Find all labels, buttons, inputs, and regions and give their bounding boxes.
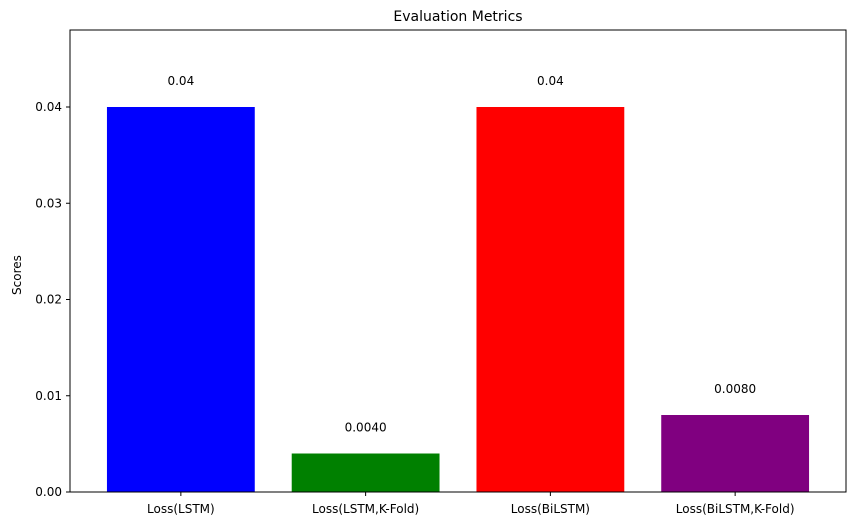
y-tick-label: 0.04 [35, 100, 62, 114]
bar [106, 107, 255, 492]
data-label: 0.04 [537, 74, 564, 88]
x-tick-label: Loss(LSTM) [147, 502, 215, 516]
plot-frame [69, 29, 847, 493]
y-tick-label: 0.00 [35, 485, 62, 499]
data-label: 0.0040 [345, 421, 387, 435]
x-tick-label: Loss(LSTM,K-Fold) [312, 502, 419, 516]
y-tick-label: 0.01 [35, 389, 62, 403]
y-tick-label: 0.03 [35, 196, 62, 210]
x-tick-label: Loss(BiLSTM) [511, 502, 590, 516]
y-axis-ticks: 0.00 0.01 0.02 0.03 0.04 [35, 100, 70, 499]
data-label: 0.04 [167, 74, 194, 88]
data-labels: 0.04 0.0040 0.04 0.0080 [167, 74, 756, 435]
bar [661, 415, 810, 492]
y-axis-label: Scores [10, 255, 24, 295]
bar [476, 107, 625, 492]
data-label: 0.0080 [714, 382, 756, 396]
x-tick-label: Loss(BiLSTM,K-Fold) [676, 502, 795, 516]
chart-title: Evaluation Metrics [393, 9, 522, 25]
bars [106, 107, 810, 492]
bar [291, 453, 440, 492]
y-tick-label: 0.02 [35, 293, 62, 307]
x-axis-ticks: Loss(LSTM) Loss(LSTM,K-Fold) Loss(BiLSTM) L… [147, 492, 795, 516]
